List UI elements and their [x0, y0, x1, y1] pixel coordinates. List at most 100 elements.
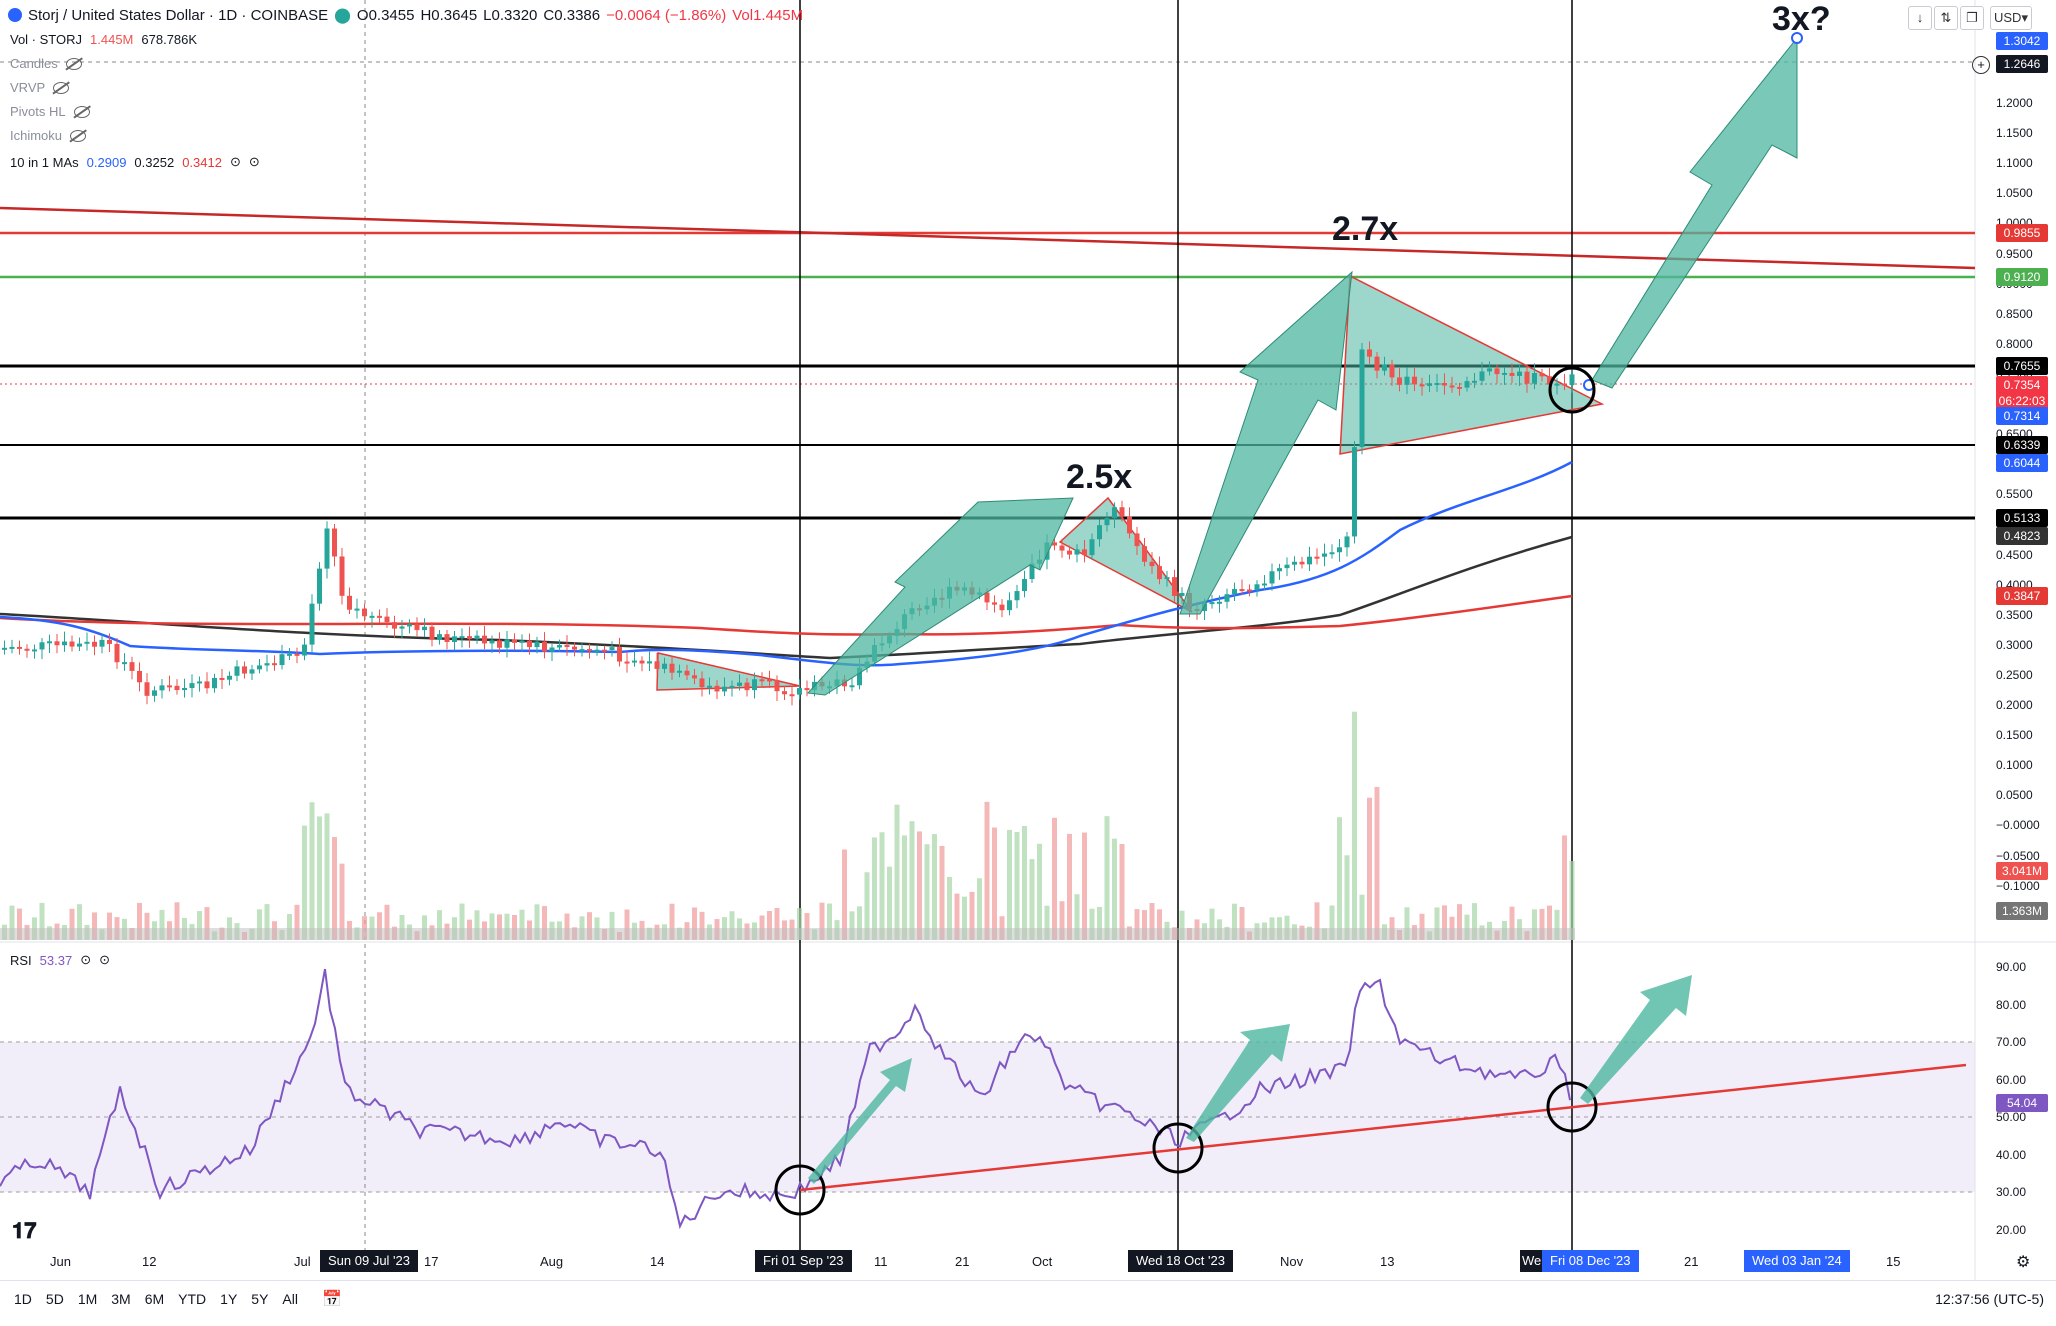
- range-1m[interactable]: 1M: [77, 1291, 98, 1307]
- arrows-icon[interactable]: ⇅: [1934, 6, 1958, 30]
- range-1d[interactable]: 1D: [14, 1291, 32, 1307]
- settings-icon[interactable]: ⊙: [229, 154, 241, 169]
- range-1y[interactable]: 1Y: [220, 1291, 238, 1307]
- tag-ma-red: 0.3847: [1996, 587, 2048, 605]
- arrow-2.5x[interactable]: [806, 497, 1074, 696]
- hidden-eye-icon[interactable]: [65, 57, 82, 70]
- candle-body: [1472, 380, 1477, 383]
- clock[interactable]: 12:37:56 (UTC-5): [1935, 1291, 2044, 1307]
- candle-body: [302, 644, 307, 656]
- candle-body: [39, 642, 45, 650]
- arrow-3x[interactable]: [1591, 36, 1798, 389]
- candle-body: [497, 640, 502, 648]
- range-all[interactable]: All: [282, 1291, 298, 1307]
- arrow-2.7x[interactable]: [1179, 270, 1353, 615]
- descending-trendline[interactable]: [0, 206, 1976, 270]
- volume-bar: [542, 906, 547, 940]
- candle-body: [1157, 566, 1162, 580]
- price-axis-label: 0.4500: [1996, 547, 2033, 562]
- candle-body: [1479, 371, 1485, 381]
- rsi-arrow-1[interactable]: [808, 1058, 912, 1184]
- volume-bar: [1074, 894, 1080, 940]
- range-5y[interactable]: 5Y: [251, 1291, 269, 1307]
- rsi-arrow-3[interactable]: [1580, 975, 1692, 1104]
- volume-bar: [534, 904, 540, 940]
- candle-body: [849, 685, 855, 688]
- currency-select[interactable]: USD▾: [1990, 6, 2032, 30]
- volume-bar: [1104, 816, 1110, 940]
- calendar-icon[interactable]: 📅: [321, 1291, 342, 1308]
- candle-body: [1262, 583, 1267, 586]
- candle-body: [249, 669, 255, 674]
- volume-bar: [1329, 905, 1335, 940]
- ichimoku-indicator-row[interactable]: Ichimoku: [10, 128, 87, 143]
- coin-icon: [8, 8, 22, 22]
- candle-body: [1397, 377, 1402, 385]
- pivots-indicator-row[interactable]: Pivots HL: [10, 104, 90, 119]
- candle-body: [1239, 589, 1245, 592]
- annotation-3x[interactable]: 3x?: [1772, 0, 1831, 38]
- rsi-circle-3[interactable]: [1546, 1081, 1598, 1133]
- candle-body: [759, 679, 765, 682]
- candles-indicator-row[interactable]: Candles: [10, 56, 82, 71]
- candle-body: [1367, 349, 1372, 357]
- symbol-title[interactable]: Storj / United States Dollar · 1D · COIN…: [28, 6, 329, 24]
- range-6m[interactable]: 6M: [144, 1291, 165, 1307]
- volume-bar: [1359, 894, 1365, 940]
- hidden-eye-icon[interactable]: [70, 129, 87, 142]
- open-value: O0.3455: [356, 6, 415, 24]
- rsi-circle-2[interactable]: [1152, 1122, 1204, 1174]
- volume-bar: [1037, 843, 1042, 940]
- candle-body: [639, 660, 645, 664]
- date-14: 14: [650, 1254, 665, 1269]
- rsi-trendline[interactable]: [799, 1063, 1967, 1192]
- volume-bar: [1284, 915, 1290, 940]
- settings-icon[interactable]: ⊙: [99, 952, 111, 967]
- volume-bar: [969, 891, 975, 940]
- hidden-eye-icon[interactable]: [73, 105, 90, 118]
- candle-body: [504, 639, 510, 648]
- annotation-2.7x[interactable]: 2.7x: [1332, 210, 1399, 248]
- settings-icon[interactable]: ⊙: [80, 952, 92, 967]
- volume-bar: [1134, 909, 1140, 940]
- volume-bar: [669, 903, 675, 940]
- vrvp-indicator-row[interactable]: VRVP: [10, 80, 70, 95]
- range-3m[interactable]: 3M: [111, 1291, 131, 1307]
- target-point[interactable]: [1791, 32, 1803, 44]
- range-5d[interactable]: 5D: [45, 1291, 64, 1307]
- rsi-arrow-2[interactable]: [1186, 1024, 1290, 1142]
- candle-body: [744, 682, 750, 691]
- gear-icon[interactable]: ⚙: [2016, 1254, 2031, 1271]
- volume-indicator-row[interactable]: Vol · STORJ 1.445M 678.786K: [10, 32, 197, 47]
- candle-body: [422, 626, 427, 631]
- tradingview-logo[interactable]: 𝟏𝟕: [12, 1218, 37, 1243]
- date-12: 12: [142, 1254, 157, 1269]
- date-oct: Oct: [1032, 1254, 1053, 1269]
- arrow-down-icon[interactable]: ↓: [1908, 6, 1932, 30]
- range-ytd[interactable]: YTD: [178, 1291, 207, 1307]
- candle-body: [1539, 373, 1545, 377]
- pattern-triangle-3[interactable]: [1339, 274, 1605, 455]
- date-21: 21: [955, 1254, 970, 1269]
- candle-body: [1412, 376, 1417, 385]
- candle-body: [174, 685, 180, 691]
- ma-label: 10 in 1 MAs: [10, 154, 79, 170]
- candle-body: [332, 528, 337, 557]
- price-circle[interactable]: [1548, 366, 1596, 414]
- candle-body: [1179, 592, 1185, 596]
- add-alert-icon[interactable]: +: [1972, 56, 1990, 74]
- volume-bar: [977, 878, 982, 940]
- volume-bar: [1509, 906, 1515, 940]
- rsi-indicator-row[interactable]: RSI 53.37 ⊙ ⊙: [10, 952, 110, 968]
- restore-icon[interactable]: ❐: [1960, 6, 1984, 30]
- candle-body: [474, 635, 480, 640]
- annotation-2.5x[interactable]: 2.5x: [1066, 458, 1133, 496]
- rsi-circle-1[interactable]: [774, 1164, 826, 1216]
- volume-bar: [887, 866, 892, 940]
- volume-bar: [759, 915, 765, 940]
- ma-indicator-row[interactable]: 10 in 1 MAs 0.2909 0.3252 0.3412 ⊙ ⊙: [10, 154, 260, 170]
- settings-icon[interactable]: ⊙: [248, 154, 260, 169]
- hidden-eye-icon[interactable]: [53, 81, 70, 94]
- candle-body: [1127, 516, 1132, 534]
